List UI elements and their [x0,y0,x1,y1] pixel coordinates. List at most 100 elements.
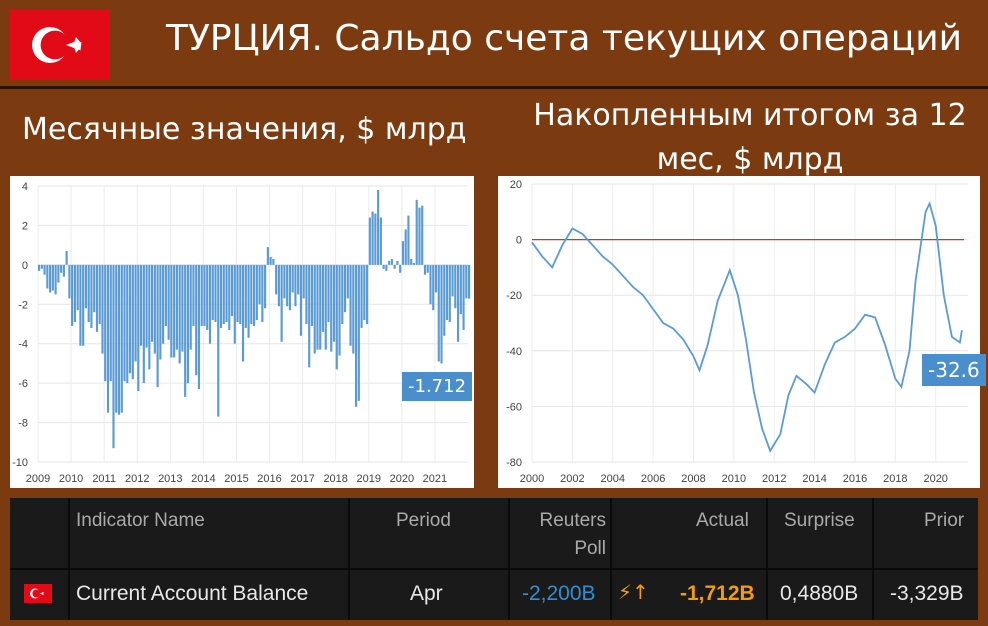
x-tick-label: 2008 [681,473,705,485]
bar [222,264,225,324]
cumulative-line-chart: 20 0 -20 -40 -60 -80 2000 2002 2004 2006 2008 2010 2… [498,176,986,488]
bar [219,264,223,328]
bar [399,264,402,273]
bar [239,264,242,324]
header-reuters-poll-line1: Reuters [539,510,606,531]
turkey-flag-icon [10,10,110,80]
y-tick-label: -10 [12,457,28,469]
bar [98,264,101,324]
bar [275,264,278,295]
bar [93,264,96,313]
bar [415,199,418,265]
bar [437,264,440,362]
y-tick-label: -60 [506,401,522,413]
bar [451,264,454,297]
bar [151,264,154,342]
bar [236,264,239,323]
bar [418,207,421,265]
y-tick-label: -80 [506,457,522,469]
bar [432,264,435,311]
bar [346,264,349,299]
bar [426,264,429,273]
x-tick-label: 2013 [158,473,182,485]
bar [184,264,187,397]
bar [396,260,399,265]
row-turkey-flag-icon [24,584,52,603]
header-surprise: Surprise [784,510,855,531]
header-divider [0,86,988,89]
x-tick-label: 2020 [923,473,947,485]
bar [228,264,231,330]
bar [277,264,280,307]
bar [374,213,377,265]
bar [186,264,190,384]
bar [214,264,217,323]
bar [421,205,424,265]
cumulative-line-chart-svg: 20 0 -20 -40 -60 -80 2000 2002 2004 2006 2008 2010 2… [506,179,968,485]
bar [200,264,203,326]
bar [120,264,123,413]
bar [286,264,289,307]
bar [137,264,140,392]
bar [343,264,347,313]
bar [46,264,49,289]
header-reuters-poll-line2: Poll [574,538,606,559]
bar [319,264,322,350]
lightning-up-arrow-icon: ⚡↑ [618,580,649,604]
table-col-divider [766,498,768,620]
bar [112,264,115,449]
bar [255,264,258,321]
bar [468,264,471,299]
table-col-divider [68,498,70,620]
table-col-divider [610,498,612,620]
bar [189,264,192,350]
bar [225,264,228,323]
x-tick-label: 2014 [191,473,215,485]
bar [382,264,385,269]
bar [233,264,236,344]
bar [388,260,391,265]
bar [95,264,99,332]
bar [412,262,416,265]
bar [332,264,336,342]
bar [109,264,112,382]
bar [43,264,46,275]
y-tick-label: 0 [516,235,522,247]
header-indicator-name: Indicator Name [76,510,205,531]
bar [115,264,118,413]
x-tick-label: 2017 [290,473,314,485]
bar [203,264,206,326]
bar [269,256,272,265]
x-tick-label: 2014 [802,473,826,485]
bar [181,264,184,352]
x-tick-label: 2004 [600,473,624,485]
y-tick-label: -20 [506,290,522,302]
x-tick-label: 2016 [843,473,867,485]
bar [297,264,300,295]
bar [211,264,214,321]
bar [173,264,176,358]
header-prior: Prior [924,510,965,531]
bar [241,264,245,362]
bar [283,264,286,299]
x-tick-label: 2021 [423,473,447,485]
bar [65,251,68,265]
bar [299,264,303,336]
x-tick-label: 2015 [224,473,248,485]
bar [68,264,71,299]
bar [230,264,234,317]
cumulative-callout: -32.6 [922,354,986,386]
bar [153,264,156,354]
bar [206,264,209,330]
y-tick-label: 0 [22,260,28,272]
bar [335,264,338,370]
row-indicator-name[interactable]: Current Account Balance [76,582,309,605]
bar [128,264,132,374]
bar [170,264,173,358]
x-tick-label: 2010 [722,473,746,485]
title-bar: ТУРЦИЯ. Сальдо счета текущих операций [0,0,988,88]
bar [393,264,396,269]
bar [302,264,305,299]
row-prior: -3,329B [890,582,964,605]
x-tick-label: 2011 [92,473,116,485]
